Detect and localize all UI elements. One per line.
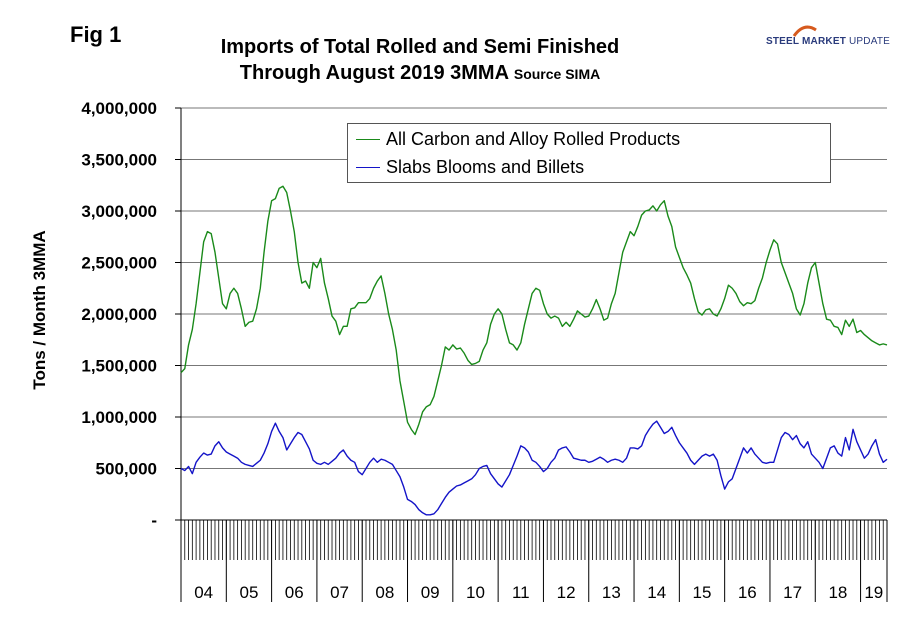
x-tick-label: 09 — [421, 583, 440, 602]
x-tick-label: 19 — [864, 583, 883, 602]
x-axis: 04 05 06 07 08 09 10 11 12 13 14 15 16 17 18 19 — [180, 108, 888, 602]
title-line-1: Imports of Total Rolled and Semi Finishe… — [220, 36, 620, 58]
legend-swatch-slabs — [356, 166, 380, 168]
legend: All Carbon and Alloy Rolled Products Sla… — [347, 123, 831, 183]
x-tick-label: 06 — [285, 583, 304, 602]
legend-item-slabs: Slabs Blooms and Billets — [356, 155, 584, 179]
figure-label: Fig 1 — [70, 22, 122, 47]
y-tick-label: 1,000,000 — [81, 408, 157, 427]
logo-text-light: UPDATE — [848, 36, 891, 47]
y-tick-label: 3,500,000 — [81, 151, 157, 170]
logo-swoosh-icon — [792, 25, 817, 37]
legend-swatch-rolled — [356, 138, 380, 140]
y-tick-label: 2,000,000 — [81, 305, 157, 324]
chart-title: Imports of Total Rolled and Semi Finishe… — [170, 34, 670, 87]
title-source: Source SIMA — [513, 66, 601, 82]
legend-label-slabs: Slabs Blooms and Billets — [386, 156, 585, 177]
y-tick-label: 2,500,000 — [81, 254, 157, 273]
legend-label-rolled: All Carbon and Alloy Rolled Products — [386, 128, 681, 149]
legend-item-rolled: All Carbon and Alloy Rolled Products — [356, 127, 680, 151]
logo-text-bold: STEEL MARKET — [766, 36, 846, 47]
x-tick-label: 04 — [194, 583, 213, 602]
y-tick-label: 1,500,000 — [81, 357, 157, 376]
x-tick-label: 12 — [557, 583, 576, 602]
y-tick-labels: - 500,000 1,000,000 1,500,000 2,000,000 2,500… — [81, 99, 157, 530]
x-tick-label: 11 — [512, 583, 530, 602]
y-tick-label: 4,000,000 — [81, 99, 157, 118]
title-line-2: Through August 2019 3MMA Source SIMA — [170, 60, 670, 87]
series-line-1 — [180, 420, 888, 516]
title-line-2-text: Through August 2019 3MMA — [239, 62, 509, 84]
series-lines — [180, 185, 888, 516]
series-line-0 — [180, 185, 888, 436]
y-tick-label: 3,000,000 — [81, 202, 157, 221]
x-tick-label: 15 — [693, 583, 712, 602]
x-tick-label: 10 — [466, 583, 485, 602]
x-tick-label: 07 — [330, 583, 349, 602]
x-tick-label: 08 — [375, 583, 394, 602]
x-tick-label: 18 — [828, 583, 847, 602]
y-tick-label: 500,000 — [96, 460, 157, 479]
y-tick-label: - — [151, 511, 157, 530]
x-tick-label: 17 — [783, 583, 802, 602]
logo-text: STEEL MARKET UPDATE — [766, 36, 890, 47]
x-tick-label: 16 — [738, 583, 757, 602]
x-tick-label: 14 — [647, 583, 666, 602]
x-tick-label: 13 — [602, 583, 621, 602]
x-tick-label: 05 — [239, 583, 258, 602]
